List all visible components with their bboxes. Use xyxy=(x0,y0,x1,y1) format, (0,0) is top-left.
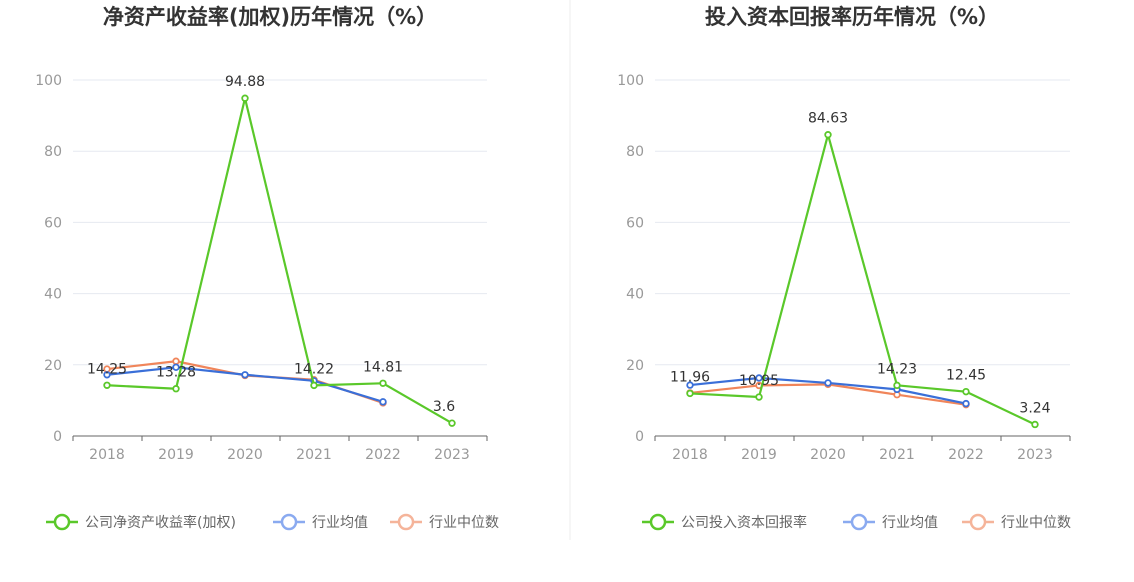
legend-marker xyxy=(649,513,667,531)
data-point xyxy=(962,387,970,396)
data-point xyxy=(1031,420,1039,429)
data-label: 84.63 xyxy=(808,111,848,127)
y-tick-label: 80 xyxy=(44,144,62,160)
data-point xyxy=(172,357,180,365)
y-tick-label: 0 xyxy=(53,429,62,445)
series-line xyxy=(689,133,1036,426)
x-tick-label: 2018 xyxy=(672,447,708,463)
data-point xyxy=(962,399,970,408)
data-point xyxy=(103,381,111,389)
y-tick-label: 60 xyxy=(626,215,644,231)
data-label: 12.45 xyxy=(946,368,986,384)
legend-label: 公司投入资本回报率 xyxy=(681,514,807,531)
legend-marker xyxy=(969,513,987,531)
data-point xyxy=(755,374,763,382)
y-tick-label: 100 xyxy=(617,73,644,89)
y-tick-label: 20 xyxy=(626,358,644,374)
legend-marker xyxy=(850,513,868,531)
data-point xyxy=(824,131,832,139)
data-label: 14.25 xyxy=(87,361,127,377)
x-tick-label: 2023 xyxy=(1017,447,1053,463)
x-tick-label: 2020 xyxy=(227,447,263,463)
data-point xyxy=(310,381,318,390)
x-tick-label: 2022 xyxy=(948,447,984,463)
data-point xyxy=(103,371,111,379)
x-tick-label: 2021 xyxy=(296,447,332,463)
y-tick-label: 40 xyxy=(44,287,62,303)
y-tick-label: 100 xyxy=(35,73,62,89)
series-line xyxy=(106,360,384,404)
legend-marker xyxy=(53,513,71,531)
data-point xyxy=(241,371,249,379)
legend-label: 行业均值 xyxy=(312,515,368,531)
x-tick-label: 2018 xyxy=(89,447,125,463)
data-label: 13.28 xyxy=(156,365,196,381)
y-tick-label: 40 xyxy=(626,287,644,303)
y-tick-label: 20 xyxy=(44,358,62,374)
data-label: 14.23 xyxy=(877,361,917,377)
data-label: 11.96 xyxy=(670,369,710,385)
legend-label: 行业均值 xyxy=(882,515,938,531)
x-tick-label: 2023 xyxy=(434,447,470,463)
data-point xyxy=(686,389,694,398)
legend-marker xyxy=(397,513,415,531)
data-point xyxy=(379,379,387,387)
x-tick-label: 2021 xyxy=(879,447,915,463)
y-tick-label: 80 xyxy=(626,144,644,160)
data-label: 94.88 xyxy=(225,74,265,90)
data-point xyxy=(893,381,901,390)
data-point xyxy=(172,363,180,371)
legend-label: 行业中位数 xyxy=(1001,515,1071,531)
legend-marker xyxy=(280,513,298,531)
data-point xyxy=(755,393,763,401)
data-label: 3.6 xyxy=(433,399,455,415)
y-tick-label: 60 xyxy=(44,215,62,231)
data-label: 14.22 xyxy=(294,361,334,377)
roe-chart: 净资产收益率(加权)历年情况（%） 0 20 40 60 80 100 2018 2019 20… xyxy=(35,5,499,531)
chart-title: 投入资本回报率历年情况（%） xyxy=(705,5,999,29)
legend-label: 行业中位数 xyxy=(429,515,499,531)
chart-title: 净资产收益率(加权)历年情况（%） xyxy=(103,5,437,29)
data-point xyxy=(448,419,456,427)
series-line xyxy=(106,97,453,425)
roic-chart: 投入资本回报率历年情况（%） 0 20 40 60 80 100 2018 2019 2020 2… xyxy=(617,5,1071,531)
x-tick-label: 2020 xyxy=(810,447,846,463)
x-tick-label: 2022 xyxy=(365,447,401,463)
data-point xyxy=(379,398,387,406)
data-label: 14.81 xyxy=(363,359,403,375)
data-point xyxy=(172,385,180,393)
x-tick-label: 2019 xyxy=(741,447,777,463)
x-tick-label: 2019 xyxy=(158,447,194,463)
data-point xyxy=(241,94,249,102)
data-label: 3.24 xyxy=(1019,400,1050,416)
legend-label: 公司净资产收益率(加权) xyxy=(85,514,236,531)
data-point xyxy=(686,381,694,389)
data-label: 10.95 xyxy=(739,373,779,389)
y-tick-label: 0 xyxy=(635,429,644,445)
data-point xyxy=(824,379,832,387)
